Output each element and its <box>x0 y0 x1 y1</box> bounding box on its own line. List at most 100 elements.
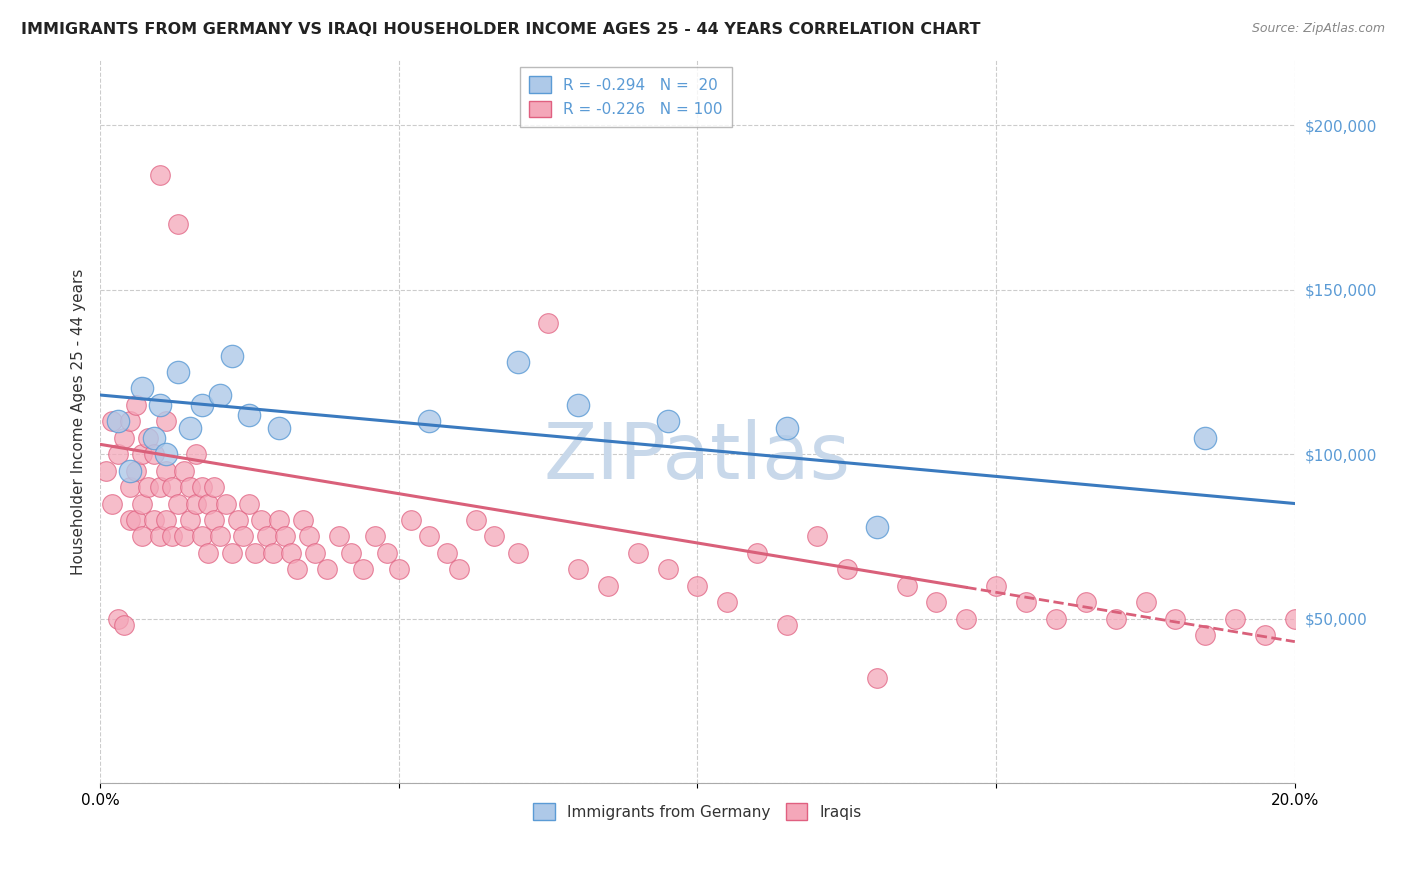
Y-axis label: Householder Income Ages 25 - 44 years: Householder Income Ages 25 - 44 years <box>72 268 86 574</box>
Point <box>131 529 153 543</box>
Point <box>173 464 195 478</box>
Point <box>94 464 117 478</box>
Point <box>418 414 440 428</box>
Point <box>465 513 488 527</box>
Point <box>221 546 243 560</box>
Point <box>280 546 302 560</box>
Point <box>484 529 506 543</box>
Point <box>316 562 339 576</box>
Legend: Immigrants from Germany, Iraqis: Immigrants from Germany, Iraqis <box>527 797 868 826</box>
Point <box>1284 612 1306 626</box>
Point <box>835 562 858 576</box>
Point <box>118 513 141 527</box>
Point <box>986 579 1008 593</box>
Point <box>508 546 530 560</box>
Point <box>1254 628 1277 642</box>
Point <box>388 562 411 576</box>
Point <box>125 398 148 412</box>
Point <box>179 513 201 527</box>
Point <box>107 447 129 461</box>
Point <box>160 480 183 494</box>
Point <box>184 447 207 461</box>
Point <box>107 612 129 626</box>
Point <box>537 316 560 330</box>
Point <box>131 496 153 510</box>
Point <box>447 562 470 576</box>
Point <box>101 414 124 428</box>
Point <box>418 529 440 543</box>
Point <box>173 529 195 543</box>
Point <box>256 529 278 543</box>
Point <box>118 464 141 478</box>
Point <box>776 421 799 435</box>
Point <box>747 546 769 560</box>
Point <box>657 562 679 576</box>
Point <box>166 496 188 510</box>
Point <box>118 414 141 428</box>
Point <box>160 529 183 543</box>
Point <box>508 355 530 369</box>
Point <box>245 546 267 560</box>
Point <box>627 546 650 560</box>
Point <box>155 447 177 461</box>
Point <box>1194 431 1216 445</box>
Point <box>1194 628 1216 642</box>
Point <box>1313 628 1336 642</box>
Point <box>166 217 188 231</box>
Point <box>925 595 948 609</box>
Point <box>866 671 889 685</box>
Point <box>155 464 177 478</box>
Point <box>304 546 326 560</box>
Text: Source: ZipAtlas.com: Source: ZipAtlas.com <box>1251 22 1385 36</box>
Point <box>197 496 219 510</box>
Point <box>131 447 153 461</box>
Point <box>298 529 321 543</box>
Point <box>238 496 260 510</box>
Point <box>232 529 254 543</box>
Point <box>142 447 165 461</box>
Text: ZIPatlas: ZIPatlas <box>544 419 851 495</box>
Point <box>1135 595 1157 609</box>
Point <box>250 513 273 527</box>
Point <box>112 618 135 632</box>
Point <box>806 529 828 543</box>
Point <box>149 168 172 182</box>
Point <box>149 398 172 412</box>
Point <box>149 480 172 494</box>
Point <box>1015 595 1038 609</box>
Point <box>596 579 619 593</box>
Point <box>567 398 589 412</box>
Point <box>166 365 188 379</box>
Point <box>399 513 422 527</box>
Point <box>657 414 679 428</box>
Point <box>179 421 201 435</box>
Point <box>436 546 458 560</box>
Point <box>269 421 291 435</box>
Point <box>375 546 398 560</box>
Point <box>155 513 177 527</box>
Point <box>1164 612 1187 626</box>
Point <box>125 513 148 527</box>
Point <box>1074 595 1097 609</box>
Point <box>776 618 799 632</box>
Point <box>190 398 212 412</box>
Point <box>226 513 249 527</box>
Point <box>142 431 165 445</box>
Point <box>352 562 374 576</box>
Point <box>716 595 738 609</box>
Point <box>686 579 709 593</box>
Point <box>149 529 172 543</box>
Point <box>202 513 225 527</box>
Point <box>101 496 124 510</box>
Point <box>262 546 284 560</box>
Point <box>1045 612 1067 626</box>
Point <box>179 480 201 494</box>
Point <box>340 546 363 560</box>
Point <box>155 414 177 428</box>
Point <box>364 529 387 543</box>
Point <box>238 408 260 422</box>
Point <box>190 529 212 543</box>
Point <box>190 480 212 494</box>
Point <box>131 381 153 395</box>
Point <box>202 480 225 494</box>
